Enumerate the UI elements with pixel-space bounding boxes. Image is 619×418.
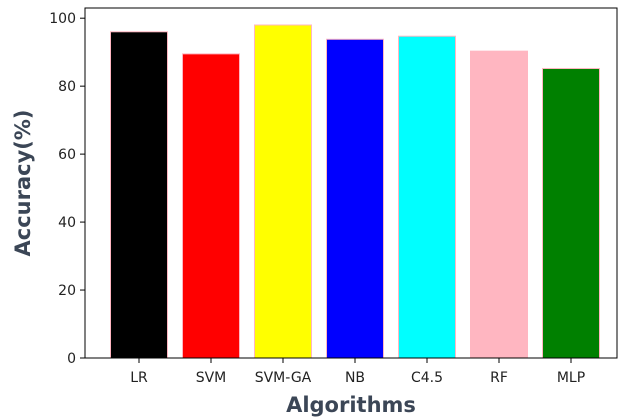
x-tick-label: RF [490,370,508,386]
axes-layer [84,7,618,359]
x-tick-label: C4.5 [411,370,443,386]
x-tick-label: SVM [196,370,227,386]
bar-rf [470,50,528,359]
x-tick-label: NB [345,370,365,386]
plot-frame [84,7,618,359]
y-tick-label: 100 [49,11,76,27]
y-ticks: 0 20 40 60 80 100 [49,11,85,367]
x-axis-title: Algorithms [286,393,416,417]
x-tick-label: LR [130,370,148,386]
bar-lr [110,31,168,359]
y-tick-label: 60 [58,147,76,163]
bar-mlp [542,67,600,359]
x-ticks: LR SVM SVM-GA NB C4.5 RF MLP [130,358,585,386]
bars-layer [110,24,600,359]
bar-nb [326,38,384,359]
bar-svm [182,53,240,359]
y-tick-label: 20 [58,283,76,299]
bar-c4-5 [398,35,456,359]
bar-svm-ga [254,24,312,359]
y-tick-label: 0 [67,351,76,367]
x-tick-label: SVM-GA [255,370,312,386]
y-tick-label: 80 [58,79,76,95]
y-tick-label: 40 [58,215,76,231]
x-tick-label: MLP [557,370,585,386]
y-axis-title: Accuracy(%) [11,110,35,257]
